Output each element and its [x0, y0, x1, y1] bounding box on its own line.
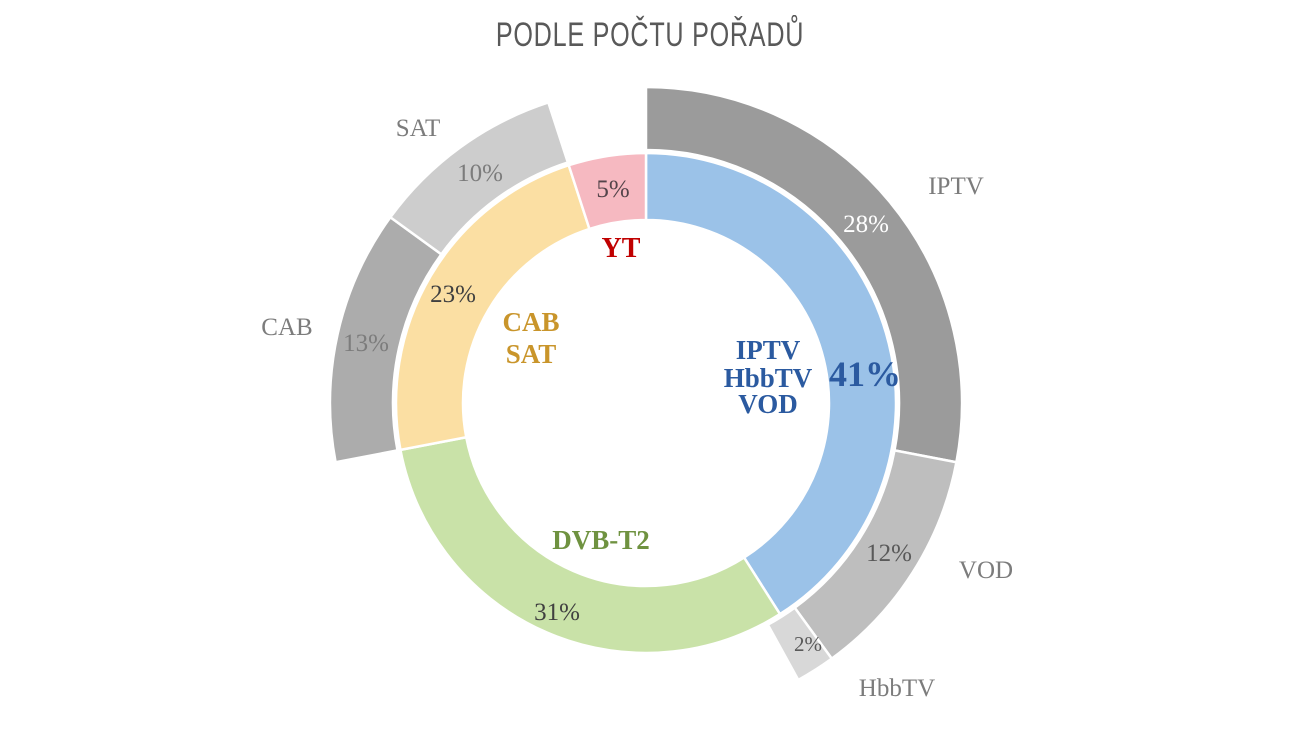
pct-label-iptv-hbbtv-vod: 41%	[829, 354, 901, 394]
center-label-cab: CAB	[502, 307, 559, 337]
callout-hbbtv: HbbTV	[859, 675, 935, 702]
callout-cab: CAB	[261, 314, 312, 341]
inner-segment-yt	[567, 151, 648, 231]
center-label-dvbt2: DVB-T2	[552, 525, 650, 555]
chart-title: PODLE POČTU POŘADŮ	[495, 16, 805, 54]
pct-label-cab: 13%	[343, 330, 389, 357]
outer-segment-hbbtv	[766, 606, 833, 682]
pct-label-cabsat: 23%	[430, 281, 476, 308]
pct-label-sat: 10%	[457, 160, 503, 187]
donut-rings	[328, 85, 964, 682]
pct-label-vod: 12%	[866, 540, 912, 567]
pct-label-iptv: 28%	[843, 211, 889, 238]
pct-label-dvbt2: 31%	[534, 599, 580, 626]
center-label-sat: SAT	[506, 339, 557, 369]
outer-segment-sat	[389, 101, 570, 256]
center-label-iptv: IPTV	[736, 335, 801, 365]
callout-sat: SAT	[396, 115, 440, 142]
callout-iptv: IPTV	[928, 173, 984, 200]
inner-segment-dvb-t2	[399, 436, 782, 655]
inner-segment-iptv-hbbtv-vod	[644, 151, 898, 616]
callout-vod: VOD	[959, 557, 1013, 584]
pct-label-yt: 5%	[596, 176, 629, 203]
center-label-vod: VOD	[738, 389, 797, 419]
center-label-yt: YT	[602, 233, 641, 264]
center-label-hbbtv: HbbTV	[724, 363, 813, 393]
pct-label-hbbtv: 2%	[794, 632, 822, 656]
